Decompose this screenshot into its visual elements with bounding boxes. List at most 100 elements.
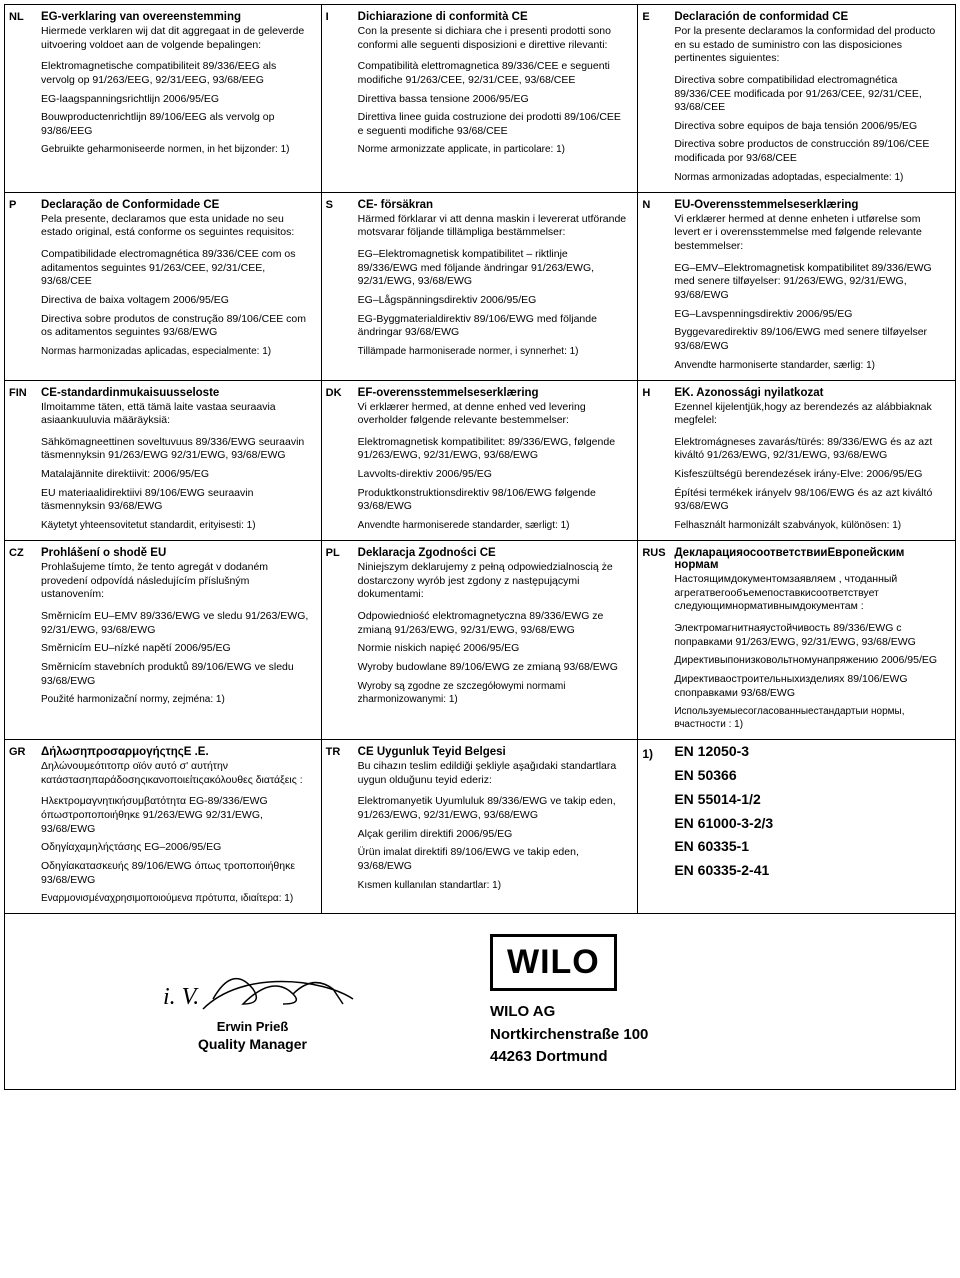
decl-intro: Ilmoitamme täten, että tämä laite vastaa… xyxy=(41,401,313,428)
decl-para: Směrnicím EU–EMV 89/336/EWG ve sledu 91/… xyxy=(41,610,313,637)
decl-para: Építési termékek irányelv 98/106/EWG és … xyxy=(674,487,947,514)
lang-code: NL xyxy=(5,5,33,192)
decl-para: Директивыпонизковольтномунапряжению 2006… xyxy=(674,654,947,668)
lang-code: FIN xyxy=(5,381,33,540)
decl-title: ДекларацияосоответствииЕвропейским норма… xyxy=(674,547,947,571)
decl-applied: Použité harmonizační normy, zejména: 1) xyxy=(41,693,313,706)
decl-intro: Hiermede verklaren wij dat dit aggregaat… xyxy=(41,25,313,52)
row-2: P Declaração de Conformidade CE Pela pre… xyxy=(5,193,955,381)
decl-para: EG-laagspanningsrichtlijn 2006/95/EG xyxy=(41,93,313,107)
decl-intro: Pela presente, declaramos que esta unida… xyxy=(41,213,313,240)
lang-code: RUS xyxy=(638,541,666,739)
decl-para: Ürün imalat direktifi 89/106/EWG ve taki… xyxy=(358,846,630,873)
decl-intro: Con la presente si dichiara che i presen… xyxy=(358,25,630,52)
decl-title: CE- försäkran xyxy=(358,199,630,211)
decl-para: Wyroby budowlane 89/106/EWG ze zmianą 93… xyxy=(358,661,630,675)
row-5: GR ΔήλωσηπροσαρμογήςτηςΕ .Ε. Δηλώνουμεότ… xyxy=(5,740,955,914)
standard-item: EN 61000-3-2/3 xyxy=(674,812,947,836)
decl-title: Prohlášení o shodě EU xyxy=(41,547,313,559)
decl-para: Directiva sobre compatibilidad electroma… xyxy=(674,74,947,115)
decl-intro: Δηλώνουμεότιτοπρ οϊόν αυτό σ' αυτήτην κα… xyxy=(41,760,313,787)
company-street: Nortkirchenstraße 100 xyxy=(490,1024,925,1047)
decl-para: Elektromanyetik Uyumluluk 89/336/EWG ve … xyxy=(358,795,630,822)
lang-code: P xyxy=(5,193,33,380)
decl-applied: Norme armonizzate applicate, in particol… xyxy=(358,143,630,156)
decl-intro: Niniejszym deklarujemy z pełną odpowiedz… xyxy=(358,561,630,602)
decl-para: EG–Lavspenningsdirektiv 2006/95/EG xyxy=(674,308,947,322)
decl-para: Bouwproductenrichtlijn 89/106/EEG als ve… xyxy=(41,111,313,138)
lang-code: PL xyxy=(322,541,350,739)
decl-para: Compatibilidade electromagnética 89/336/… xyxy=(41,248,313,289)
lang-code: H xyxy=(638,381,666,540)
decl-para: Elektromagnetisk kompatibilitet: 89/336/… xyxy=(358,436,630,463)
signature-name: Erwin Prieß xyxy=(35,1019,470,1034)
decl-para: Produktkonstruktionsdirektiv 98/106/EWG … xyxy=(358,487,630,514)
decl-applied: Wyroby są zgodne ze szczegółowymi normam… xyxy=(358,680,630,706)
decl-para: EU materiaalidirektiivi 89/106/EWG seura… xyxy=(41,487,313,514)
lang-code: DK xyxy=(322,381,350,540)
decl-para: Lavvolts-direktiv 2006/95/EG xyxy=(358,468,630,482)
company-name: WILO AG xyxy=(490,1001,925,1024)
decl-intro: Bu cihazın teslim edildiği şekliyle aşağ… xyxy=(358,760,630,787)
lang-code: S xyxy=(322,193,350,380)
decl-para: Compatibilità elettromagnetica 89/336/CE… xyxy=(358,60,630,87)
decl-para: Директиваостроительныхизделиях 89/106/EW… xyxy=(674,673,947,700)
decl-para: EG–EMV–Elektromagnetisk kompatibilitet 8… xyxy=(674,262,947,303)
decl-para: Elektromagnetische compatibiliteit 89/33… xyxy=(41,60,313,87)
row-4: CZ Prohlášení o shodě EU Prohlašujeme tí… xyxy=(5,541,955,740)
decl-para: Электромагнитнаяустойчивость 89/336/EWG … xyxy=(674,622,947,649)
row-1: NL EG-verklaring van overeenstemming Hie… xyxy=(5,5,955,193)
decl-para: EG–Elektromagnetisk kompatibilitet – rik… xyxy=(358,248,630,289)
svg-text:i. V.: i. V. xyxy=(163,984,199,1010)
standard-item: EN 12050-3 xyxy=(674,740,947,764)
decl-applied: Используемыесогласованныестандартыи норм… xyxy=(674,705,947,731)
signature-role: Quality Manager xyxy=(35,1036,470,1052)
decl-para: Directiva sobre produtos de construção 8… xyxy=(41,313,313,340)
decl-applied: Tillämpade harmoniserade normer, i synne… xyxy=(358,345,630,358)
decl-title: Declaración de conformidad CE xyxy=(674,11,947,23)
decl-title: CE-standardinmukaisuusseloste xyxy=(41,387,313,399)
decl-intro: Vi erklærer hermed, at denne enhed ved l… xyxy=(358,401,630,428)
decl-title: CE Uygunluk Teyid Belgesi xyxy=(358,746,630,758)
decl-para: Sähkömagneettinen soveltuvuus 89/336/EWG… xyxy=(41,436,313,463)
decl-para: Elektromágneses zavarás/türés: 89/336/EW… xyxy=(674,436,947,463)
standards-ref: 1) xyxy=(638,740,666,913)
signature-icon: i. V. xyxy=(143,954,363,1024)
decl-title: EK. Azonossági nyilatkozat xyxy=(674,387,947,399)
decl-applied: Felhasznált harmonizált szabványok, külö… xyxy=(674,519,947,532)
decl-applied: Normas harmonizadas aplicadas, especialm… xyxy=(41,345,313,358)
decl-title: EU-Overensstemmelseserklæring xyxy=(674,199,947,211)
decl-para: Directiva sobre equipos de baja tensión … xyxy=(674,120,947,134)
decl-title: ΔήλωσηπροσαρμογήςτηςΕ .Ε. xyxy=(41,746,313,758)
decl-intro: Por la presente declaramos la conformida… xyxy=(674,25,947,66)
decl-para: Directiva de baixa voltagem 2006/95/EG xyxy=(41,294,313,308)
lang-code: GR xyxy=(5,740,33,913)
row-3: FIN CE-standardinmukaisuusseloste Ilmoit… xyxy=(5,381,955,541)
decl-para: Odpowiedniość elektromagnetyczna 89/336/… xyxy=(358,610,630,637)
lang-code: N xyxy=(638,193,666,380)
decl-applied: Käytetyt yhteensovitetut standardit, eri… xyxy=(41,519,313,532)
company-city: 44263 Dortmund xyxy=(490,1046,925,1069)
decl-para: Normie niskich napięć 2006/95/EG xyxy=(358,642,630,656)
decl-applied: Kısmen kullanılan standartlar: 1) xyxy=(358,879,630,892)
decl-applied: Εναρμονισμέναχρησιμοποιούμενα πρότυπα, ι… xyxy=(41,892,313,905)
footer: i. V. Erwin Prieß Quality Manager WILO W… xyxy=(5,914,955,1089)
decl-para: Directiva sobre productos de construcció… xyxy=(674,138,947,165)
decl-para: Matalajännite direktiivit: 2006/95/EG xyxy=(41,468,313,482)
decl-intro: Ezennel kijelentjük,hogy az berendezés a… xyxy=(674,401,947,428)
decl-para: Kisfeszültségü berendezések irány-Elve: … xyxy=(674,468,947,482)
decl-title: Dichiarazione di conformità CE xyxy=(358,11,630,23)
decl-para: Směrnicím stavebních produktů 89/106/EWG… xyxy=(41,661,313,688)
decl-para: Byggevaredirektiv 89/106/EWG med senere … xyxy=(674,326,947,353)
decl-intro: Настоящимдокументомзаявляем , чтоданный … xyxy=(674,573,947,614)
decl-title: Deklaracja Zgodności CE xyxy=(358,547,630,559)
declaration-page: NL EG-verklaring van overeenstemming Hie… xyxy=(4,4,956,1090)
decl-applied: Anvendte harmoniserte standarder, særlig… xyxy=(674,359,947,372)
decl-para: Direttiva linee guida costruzione dei pr… xyxy=(358,111,630,138)
decl-para: Alçak gerilim direktifi 2006/95/EG xyxy=(358,828,630,842)
decl-para: Direttiva bassa tensione 2006/95/EG xyxy=(358,93,630,107)
decl-para: Směrnicím EU–nízké napětí 2006/95/EG xyxy=(41,642,313,656)
decl-intro: Prohlašujeme tímto, že tento agregát v d… xyxy=(41,561,313,602)
decl-para: Ηλεκτρομαγνητικήσυμβατότητα EG-89/336/EW… xyxy=(41,795,313,836)
standard-item: EN 60335-1 xyxy=(674,835,947,859)
